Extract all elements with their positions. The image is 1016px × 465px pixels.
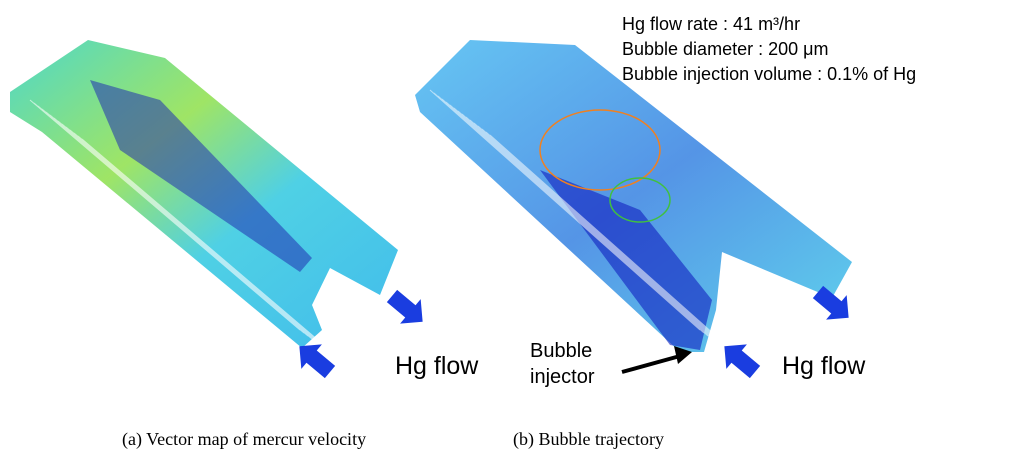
condition-text: Hg flow rate : 41 m³/hr [622,14,800,34]
panel-b-image [415,40,852,375]
flow-label: Hg flow [395,352,479,380]
injector-label: injector [530,366,595,388]
caption: (b) Bubble trajectory [513,429,664,450]
injector-label: Bubble [530,340,592,362]
condition-text: Bubble injection volume : 0.1% of Hg [622,64,916,84]
figure: Hg flow rate : 41 m³/hr Bubble diameter … [0,0,1016,465]
injector-arrow [622,346,692,372]
panel-a-image [10,40,398,369]
flow-label: Hg flow [782,352,866,380]
caption: (a) Vector map of mercur velocity [122,429,366,450]
condition-text: Bubble diameter : 200 μm [622,39,828,59]
